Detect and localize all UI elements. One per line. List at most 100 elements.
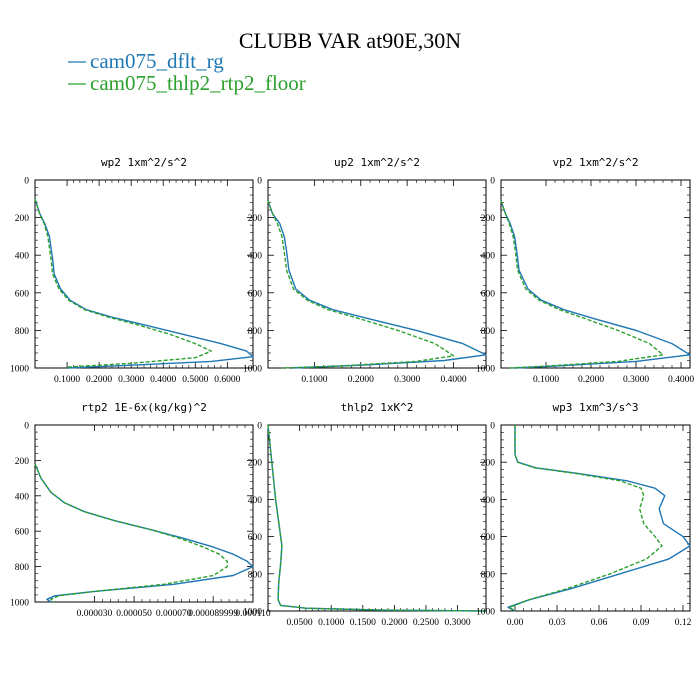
panel-title: thlp2 1xK^2 bbox=[341, 401, 414, 414]
y-tick-label: 200 bbox=[15, 214, 30, 224]
y-tick-label: 1000 bbox=[243, 365, 262, 375]
y-tick-label: 400 bbox=[481, 252, 496, 262]
x-tick-label: 0.00 bbox=[507, 618, 524, 628]
y-tick-label: 800 bbox=[15, 327, 30, 337]
series-line bbox=[507, 425, 691, 612]
x-tick-label: 0.2500 bbox=[413, 618, 439, 628]
y-tick-label: 0 bbox=[490, 422, 495, 432]
y-tick-label: 200 bbox=[481, 459, 496, 469]
y-tick-label: 200 bbox=[248, 459, 263, 469]
x-tick-label: 0.4000 bbox=[440, 375, 466, 385]
chart-panel: vp2 1xm^2/s^2 0 200 400 600 800 1000 0.1000 0.20… bbox=[476, 156, 694, 385]
y-tick-label: 800 bbox=[248, 570, 263, 580]
x-tick-label: 0.4000 bbox=[150, 375, 176, 385]
y-tick-label: 600 bbox=[481, 289, 496, 299]
x-tick-label: 0.06 bbox=[591, 618, 608, 628]
x-tick-label: 0.3000 bbox=[394, 375, 420, 385]
plot-frame bbox=[500, 424, 691, 612]
x-tick-label: 0.1500 bbox=[350, 618, 376, 628]
y-tick-label: 0 bbox=[490, 177, 495, 187]
x-tick-label: 0.5000 bbox=[182, 375, 208, 385]
legend-label: cam075_thlp2_rtp2_floor bbox=[90, 71, 306, 95]
x-tick-label: 0.3000 bbox=[445, 618, 471, 628]
plot-frame bbox=[267, 424, 487, 612]
plot-frame bbox=[267, 179, 487, 369]
x-tick-label: 0.000089999 bbox=[188, 609, 238, 619]
panel-title: wp2 1xm^2/s^2 bbox=[101, 156, 187, 169]
x-tick-label: 0.1000 bbox=[318, 618, 344, 628]
chart-panel: wp2 1xm^2/s^2 0 200 400 600 800 1000 0.1000 0.20… bbox=[10, 156, 254, 385]
chart-panel: thlp2 1xK^2 0 200 400 600 800 1000 0.0500 0.1000… bbox=[243, 401, 487, 628]
y-tick-label: 600 bbox=[248, 533, 263, 543]
x-tick-label: 0.3000 bbox=[118, 375, 144, 385]
panel-title: wp3 1xm^3/s^3 bbox=[552, 401, 638, 414]
y-tick-label: 400 bbox=[248, 252, 263, 262]
x-tick-label: 0.000070 bbox=[156, 609, 192, 619]
x-tick-label: 0.2000 bbox=[381, 618, 407, 628]
series-line bbox=[500, 200, 691, 369]
y-tick-label: 400 bbox=[15, 252, 30, 262]
series-line bbox=[34, 198, 254, 369]
series-line bbox=[34, 463, 228, 603]
x-tick-label: 0.0500 bbox=[287, 618, 313, 628]
y-tick-label: 200 bbox=[15, 457, 30, 467]
y-tick-label: 600 bbox=[15, 289, 30, 299]
y-tick-label: 800 bbox=[15, 563, 30, 573]
y-tick-label: 0 bbox=[257, 422, 262, 432]
series-line bbox=[508, 425, 663, 612]
y-tick-label: 600 bbox=[15, 528, 30, 538]
y-tick-label: 1000 bbox=[10, 599, 29, 609]
x-tick-label: 0.09 bbox=[633, 618, 650, 628]
y-tick-label: 200 bbox=[481, 214, 496, 224]
x-tick-label: 0.000110 bbox=[235, 609, 271, 619]
chart-panel: wp3 1xm^3/s^3 0 200 400 600 800 1000 0.00 0.03 0.… bbox=[476, 401, 692, 628]
x-tick-label: 0.1000 bbox=[533, 375, 559, 385]
x-tick-label: 0.2000 bbox=[86, 375, 112, 385]
y-tick-label: 800 bbox=[481, 570, 496, 580]
x-tick-label: 0.000030 bbox=[77, 609, 113, 619]
series-line bbox=[267, 200, 487, 369]
x-tick-label: 0.2000 bbox=[348, 375, 374, 385]
y-tick-label: 600 bbox=[248, 289, 263, 299]
y-tick-label: 0 bbox=[24, 422, 29, 432]
plot-frame bbox=[34, 424, 254, 603]
y-tick-label: 800 bbox=[481, 327, 496, 337]
y-tick-label: 1000 bbox=[476, 608, 495, 618]
chart-panels: wp2 1xm^2/s^2 0 200 400 600 800 1000 0.1000 0.20… bbox=[10, 156, 694, 628]
chart-panel: up2 1xm^2/s^2 0 200 400 600 800 1000 0.1000 0.20… bbox=[243, 156, 487, 385]
figure-title: CLUBB VAR at90E,30N bbox=[239, 28, 461, 53]
x-tick-label: 0.1000 bbox=[301, 375, 327, 385]
y-tick-label: 1000 bbox=[10, 365, 29, 375]
y-tick-label: 200 bbox=[248, 214, 263, 224]
y-tick-label: 1000 bbox=[476, 365, 495, 375]
chart-panel: rtp2 1E-6x(kg/kg)^2020040060080010000.00… bbox=[10, 401, 271, 619]
x-tick-label: 0.2000 bbox=[578, 375, 604, 385]
panel-title: up2 1xm^2/s^2 bbox=[334, 156, 420, 169]
plot-frame bbox=[34, 179, 254, 369]
y-tick-label: 0 bbox=[257, 177, 262, 187]
y-tick-label: 800 bbox=[248, 327, 263, 337]
x-tick-label: 0.000050 bbox=[116, 609, 152, 619]
series-line bbox=[267, 424, 487, 612]
series-line bbox=[34, 463, 254, 603]
y-tick-label: 400 bbox=[15, 492, 30, 502]
legend-label: cam075_dflt_rg bbox=[90, 49, 224, 73]
panel-title: rtp2 1E-6x(kg/kg)^2 bbox=[81, 401, 207, 414]
y-tick-label: 400 bbox=[248, 496, 263, 506]
x-tick-label: 0.1000 bbox=[54, 375, 80, 385]
series-line bbox=[34, 198, 213, 368]
plot-frame bbox=[500, 179, 691, 369]
y-tick-label: 0 bbox=[24, 177, 29, 187]
y-tick-label: 400 bbox=[481, 496, 496, 506]
x-tick-label: 0.03 bbox=[549, 618, 566, 628]
x-tick-label: 0.6000 bbox=[214, 375, 240, 385]
y-tick-label: 1000 bbox=[243, 608, 262, 618]
y-tick-label: 600 bbox=[481, 533, 496, 543]
series-line bbox=[267, 424, 487, 612]
x-tick-label: 0.4000 bbox=[668, 375, 694, 385]
series-line bbox=[500, 200, 664, 369]
series-line bbox=[267, 200, 455, 369]
panel-title: vp2 1xm^2/s^2 bbox=[552, 156, 638, 169]
